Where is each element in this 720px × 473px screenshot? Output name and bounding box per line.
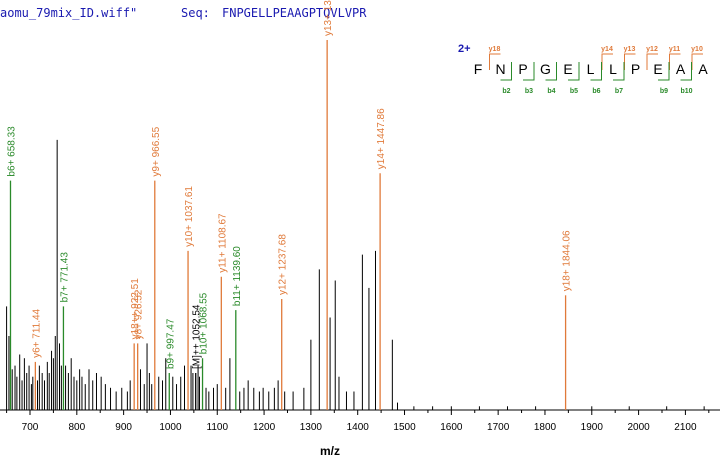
peak-label-b: b9+ 997.47	[165, 318, 176, 369]
peak-label-y: y11+ 1108.67	[217, 213, 228, 273]
peak-label-b: b11+ 1139.60	[232, 246, 243, 306]
x-tick-label: 1200	[253, 422, 276, 433]
peak-label-y: y13+ 1334.71	[323, 0, 334, 36]
peak-label-b: b6+ 658.33	[6, 126, 17, 177]
residue-letter: G	[540, 61, 551, 77]
peak-label-b: b7+ 771.43	[59, 252, 70, 303]
b-ion-label: b9	[660, 88, 668, 95]
residue-letter: L	[587, 61, 595, 77]
y-ion-label: y18	[489, 46, 501, 53]
y-ion-label: y11	[669, 46, 680, 53]
peak-label-y: y6+ 711.44	[31, 308, 42, 357]
b-ion-bracket	[658, 62, 670, 81]
peak-label-y: y8+ 926.52	[134, 289, 145, 339]
b-ion-label: b4	[547, 88, 555, 95]
residue-letter: A	[676, 61, 686, 77]
x-tick-label: 1300	[300, 422, 323, 433]
b-ion-label: b10	[680, 88, 692, 95]
fragment-charge: 2+	[458, 43, 471, 55]
residue-letter: N	[495, 61, 505, 77]
residue-letter: E	[653, 61, 662, 77]
b-ion-bracket	[523, 62, 535, 81]
x-tick-label: 2000	[627, 422, 650, 433]
file-name: aomu_79mix_ID.wiff"	[0, 6, 138, 20]
y-ion-label: y14	[601, 46, 613, 53]
peak-label-y: y18++ 922.51	[130, 278, 141, 340]
x-tick-label: 1400	[347, 422, 370, 433]
sequence-label: Seq:	[181, 6, 210, 20]
x-tick-label: 700	[22, 422, 39, 433]
x-tick-label: 1800	[534, 422, 557, 433]
peak-label-y: y10+ 1037.61	[184, 186, 195, 247]
b-ion-label: b5	[570, 88, 578, 95]
residue-letter: F	[474, 61, 483, 77]
b-ion-label: b7	[615, 88, 623, 95]
b-ion-bracket	[568, 62, 580, 81]
x-axis-label: m/z	[320, 444, 340, 458]
y-ion-label: y10	[691, 46, 703, 53]
peak-label-y: y14+ 1447.86	[376, 108, 387, 169]
b-ion-label: b6	[592, 88, 600, 95]
residue-letter: E	[563, 61, 572, 77]
x-tick-label: 1600	[440, 422, 463, 433]
peak-label-y: y12+ 1237.68	[278, 234, 289, 295]
b-ion-label: b2	[502, 88, 510, 95]
y-ion-bracket	[489, 53, 501, 70]
sequence-value: FNPGELLPEAAGPTQVLVPR	[222, 6, 367, 20]
x-tick-label: 1100	[207, 422, 229, 433]
b-ion-bracket	[680, 62, 692, 81]
x-tick-label: 1900	[581, 422, 604, 433]
residue-letter: P	[631, 61, 640, 77]
x-tick-label: 800	[68, 422, 85, 433]
residue-letter: L	[609, 61, 617, 77]
peak-label-y: y18+ 1844.06	[562, 230, 573, 291]
b-ion-bracket	[590, 62, 602, 81]
b-ion-label: b3	[525, 88, 533, 95]
y-ion-label: y13	[624, 46, 636, 53]
peak-label-other: [M]++ 1052.54	[192, 304, 203, 369]
x-tick-label: 1700	[487, 422, 510, 433]
x-tick-label: 900	[115, 422, 132, 433]
x-tick-label: 1000	[159, 422, 182, 433]
b-ion-bracket	[545, 62, 557, 81]
b-ion-bracket	[613, 62, 625, 81]
b-ion-bracket	[500, 62, 512, 81]
x-tick-label: 2100	[674, 422, 697, 433]
peak-label-b: b10+ 1068.55	[199, 292, 210, 354]
spectrum-header: aomu_79mix_ID.wiff" Seq: FNPGELLPEAAGPTQ…	[0, 2, 720, 22]
x-axis-ticks: 700 800 900 1000 1100 1200 1300 1400 1500 1600 170…	[22, 410, 697, 433]
y-ion-label: y12	[646, 46, 658, 53]
residue-letter: P	[518, 61, 527, 77]
residue-letter: A	[698, 61, 708, 77]
y-ion-bracket	[646, 53, 658, 70]
peak-label-y: y9+ 966.55	[151, 126, 162, 176]
x-tick-label: 1500	[393, 422, 416, 433]
